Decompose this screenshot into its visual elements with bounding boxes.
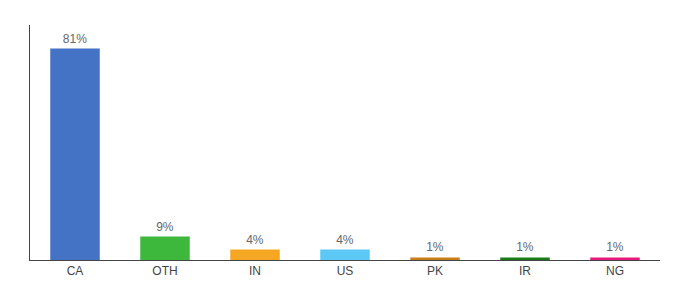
svg-text:4%: 4% xyxy=(336,233,354,247)
svg-text:1%: 1% xyxy=(606,240,624,254)
svg-text:PK: PK xyxy=(427,264,443,278)
svg-text:81%: 81% xyxy=(63,32,87,46)
svg-text:CA: CA xyxy=(67,264,84,278)
svg-text:NG: NG xyxy=(606,264,624,278)
svg-text:4%: 4% xyxy=(246,233,264,247)
svg-text:OTH: OTH xyxy=(152,264,177,278)
svg-text:US: US xyxy=(337,264,354,278)
svg-text:IR: IR xyxy=(519,264,531,278)
svg-text:1%: 1% xyxy=(426,240,444,254)
svg-text:9%: 9% xyxy=(156,220,174,234)
svg-text:1%: 1% xyxy=(516,240,534,254)
svg-text:IN: IN xyxy=(249,264,261,278)
